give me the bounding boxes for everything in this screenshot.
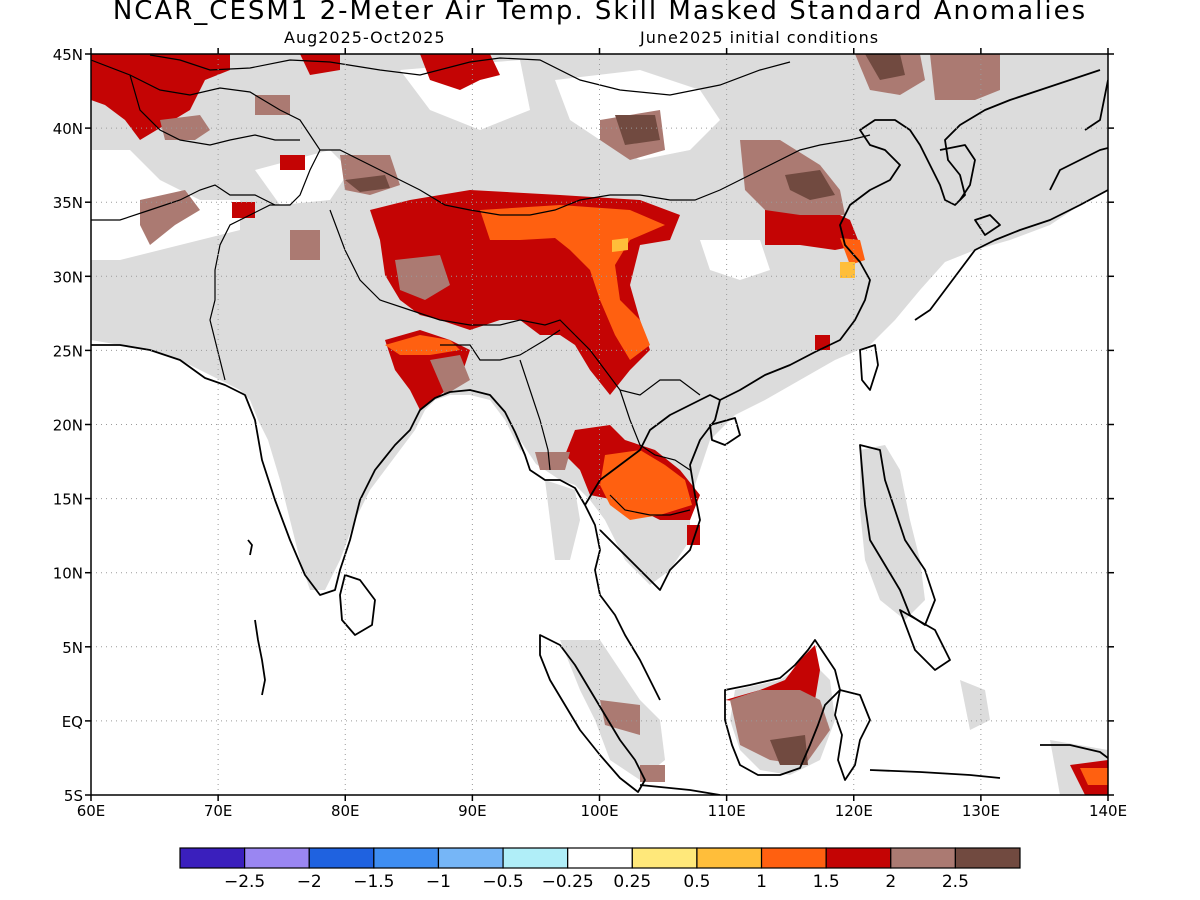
- longitude-labels: 60E 70E 80E 90E 100E 110E 120E 130E 140E: [77, 802, 1127, 820]
- axis-ticks: [85, 48, 1114, 801]
- colorbar-label: 0.25: [613, 872, 651, 892]
- colorbar-swatch: [825, 847, 892, 869]
- lon-label: 120E: [835, 802, 873, 820]
- lat-label: 35N: [53, 194, 83, 212]
- colorbar-label: −2: [297, 872, 322, 892]
- lon-label: 100E: [580, 802, 618, 820]
- map-layers: [91, 54, 1108, 795]
- lat-label: 40N: [53, 120, 83, 138]
- lat-label: 15N: [53, 491, 83, 509]
- lon-label: 140E: [1089, 802, 1127, 820]
- lat-label: 25N: [53, 342, 83, 360]
- lon-label: 80E: [331, 802, 360, 820]
- colorbar-swatch: [244, 847, 310, 869]
- colorbar-label: −2.5: [224, 872, 265, 892]
- colorbar-swatch: [890, 847, 956, 869]
- colorbar-label: −1.5: [353, 872, 394, 892]
- colorbar-swatch: [696, 847, 763, 869]
- colorbar-label: 2.5: [942, 872, 969, 892]
- anomaly-shading: [91, 54, 1108, 795]
- forecast-period: Aug2025-Oct2025: [284, 28, 446, 47]
- colorbar-swatch: [437, 847, 504, 869]
- map-title: NCAR_CESM1 2-Meter Air Temp. Skill Maske…: [112, 0, 1088, 26]
- lon-label: 60E: [77, 802, 106, 820]
- colorbar-swatch: [308, 847, 375, 869]
- colorbar-label: 1: [756, 872, 767, 892]
- colorbar-swatch: [373, 847, 440, 869]
- colorbar-label: 1.5: [813, 872, 840, 892]
- lon-label: 70E: [204, 802, 233, 820]
- colorbar-label: −1: [426, 872, 451, 892]
- gridlines: [91, 54, 1108, 795]
- lon-label: 90E: [458, 802, 487, 820]
- lat-label: EQ: [62, 713, 83, 731]
- colorbar-swatch: [179, 847, 246, 869]
- lat-label: 20N: [53, 417, 83, 435]
- colorbar-swatch: [760, 847, 827, 869]
- lon-label: 130E: [962, 802, 1000, 820]
- colorbar-swatch: [567, 847, 633, 869]
- initial-conditions: June2025 initial conditions: [640, 28, 880, 47]
- colorbar-label: 0.5: [683, 872, 710, 892]
- country-borders: [91, 54, 871, 516]
- latitude-labels: 5S EQ 5N 10N 15N 20N 25N 30N 35N 40N 45N: [53, 46, 83, 805]
- colorbar-swatch: [954, 847, 1021, 869]
- colorbar-label: −0.5: [482, 872, 523, 892]
- colorbar: [179, 847, 1021, 869]
- lat-label: 30N: [53, 268, 83, 286]
- colorbar-swatch: [502, 847, 569, 869]
- lat-label: 10N: [53, 565, 83, 583]
- lat-label: 5S: [64, 787, 83, 805]
- lon-label: 110E: [708, 802, 746, 820]
- colorbar-swatch: [631, 847, 698, 869]
- colorbar-labels: −2.5 −2 −1.5 −1 −0.5 −0.25 0.25 0.5 1 1.5 2 2.5: [224, 872, 969, 892]
- colorbar-label: −0.25: [542, 872, 594, 892]
- lat-label: 5N: [62, 639, 83, 657]
- coastlines: [91, 69, 1108, 795]
- colorbar-label: 2: [885, 872, 896, 892]
- lat-label: 45N: [53, 46, 83, 64]
